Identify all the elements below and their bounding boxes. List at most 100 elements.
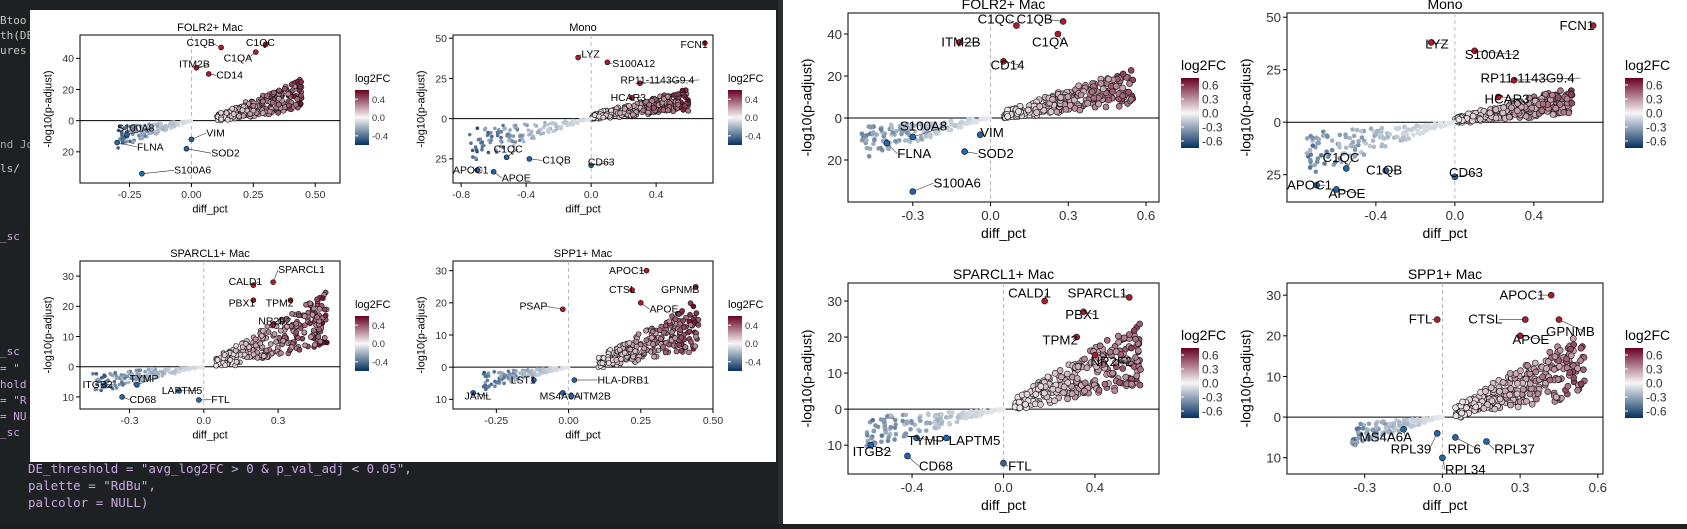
data-point (955, 420, 960, 425)
data-point (529, 132, 533, 136)
data-point (228, 357, 233, 362)
data-point (552, 367, 556, 371)
gene-label: C1QB (542, 156, 570, 167)
data-point (686, 108, 691, 113)
data-point (1547, 377, 1553, 383)
data-point (1063, 106, 1069, 112)
data-point (1422, 128, 1427, 133)
data-point (1557, 88, 1563, 94)
data-point (109, 373, 113, 377)
data-point (1543, 365, 1549, 371)
data-point (1463, 405, 1469, 411)
data-point (687, 350, 692, 355)
data-point (308, 321, 313, 326)
y-tick-label: 10 (827, 366, 842, 381)
data-point (490, 135, 494, 139)
data-point (487, 384, 491, 388)
data-point (1506, 114, 1512, 120)
data-point (507, 139, 511, 143)
gene-label: S100A6 (174, 166, 211, 177)
data-point (1311, 143, 1316, 148)
data-point (1553, 105, 1559, 111)
legend-title: log2FC (728, 73, 764, 85)
data-point (281, 338, 286, 343)
data-point (904, 453, 910, 459)
code-fragment: ures (0, 44, 27, 57)
data-point (1414, 123, 1419, 128)
data-point (316, 334, 321, 339)
legend-tick-label: 0.0 (1202, 377, 1219, 391)
data-point (1552, 354, 1558, 360)
gene-label: C1QC (246, 38, 275, 49)
data-point (499, 375, 503, 379)
data-point (499, 136, 503, 140)
data-point (939, 420, 944, 425)
data-point (975, 410, 980, 415)
data-point (867, 154, 872, 159)
data-point (231, 112, 236, 117)
data-point (1024, 391, 1030, 397)
x-tick-label: -0.25 (484, 416, 508, 427)
data-point (1447, 121, 1452, 126)
gene-label: C1QB (1366, 163, 1402, 178)
data-point (674, 349, 679, 354)
data-point (1102, 381, 1108, 387)
data-point (1133, 336, 1139, 342)
data-point (258, 341, 263, 346)
data-point (1439, 415, 1444, 420)
y-tick-label: 25 (1266, 63, 1281, 78)
gene-label: PBX1 (1065, 307, 1099, 322)
scatter-panel: MonoFCN1LYZS100A12RP11-1143G9.4HCAR3C1QC… (415, 22, 763, 215)
y-tick-label: 10 (62, 393, 74, 404)
data-point (1565, 383, 1571, 389)
y-tick-label: 0 (441, 363, 447, 374)
y-axis-label: -log10(p-adjust) (1238, 58, 1254, 156)
data-point (1375, 129, 1380, 134)
data-point (1308, 148, 1313, 153)
data-point (1388, 132, 1393, 137)
data-point (469, 141, 473, 145)
data-point (1352, 134, 1357, 139)
data-point (631, 354, 636, 359)
data-point (1371, 138, 1376, 143)
x-tick-label: 0.6 (1137, 208, 1156, 223)
gene-label: SOD2 (978, 146, 1014, 161)
data-point (576, 55, 581, 60)
data-point (1533, 396, 1539, 402)
gene-label: LAPTM5 (162, 386, 203, 397)
data-point (293, 102, 298, 107)
gene-label: ITM2B (941, 35, 980, 50)
data-point (169, 126, 173, 130)
data-point (545, 371, 549, 375)
legend-tick-label: 0.3 (1646, 363, 1663, 377)
data-point (1500, 379, 1506, 385)
data-point (474, 145, 478, 149)
data-point (581, 119, 585, 123)
data-point (468, 133, 472, 137)
y-tick-label: 10 (1266, 369, 1281, 384)
data-point (871, 429, 876, 434)
data-point (502, 373, 506, 377)
gene-label: CTSL (609, 285, 636, 296)
data-point (234, 359, 239, 364)
data-point (570, 120, 574, 124)
data-point (266, 330, 271, 335)
legend-tick-label: -0.4 (372, 357, 388, 367)
x-axis-label: diff_pct (565, 429, 600, 441)
gene-label: SPARCL1 (278, 265, 325, 276)
data-point (317, 306, 322, 311)
data-point (1116, 380, 1122, 386)
data-point (652, 349, 657, 354)
gene-label: HLA-DRB1 (597, 375, 649, 386)
legend-tick-label: 0.4 (372, 95, 385, 105)
data-point (970, 410, 975, 415)
data-point (627, 103, 632, 108)
data-point (113, 371, 117, 375)
data-point (1548, 292, 1554, 298)
data-point (1555, 95, 1561, 101)
data-point (1078, 92, 1084, 98)
data-point (1077, 107, 1083, 113)
